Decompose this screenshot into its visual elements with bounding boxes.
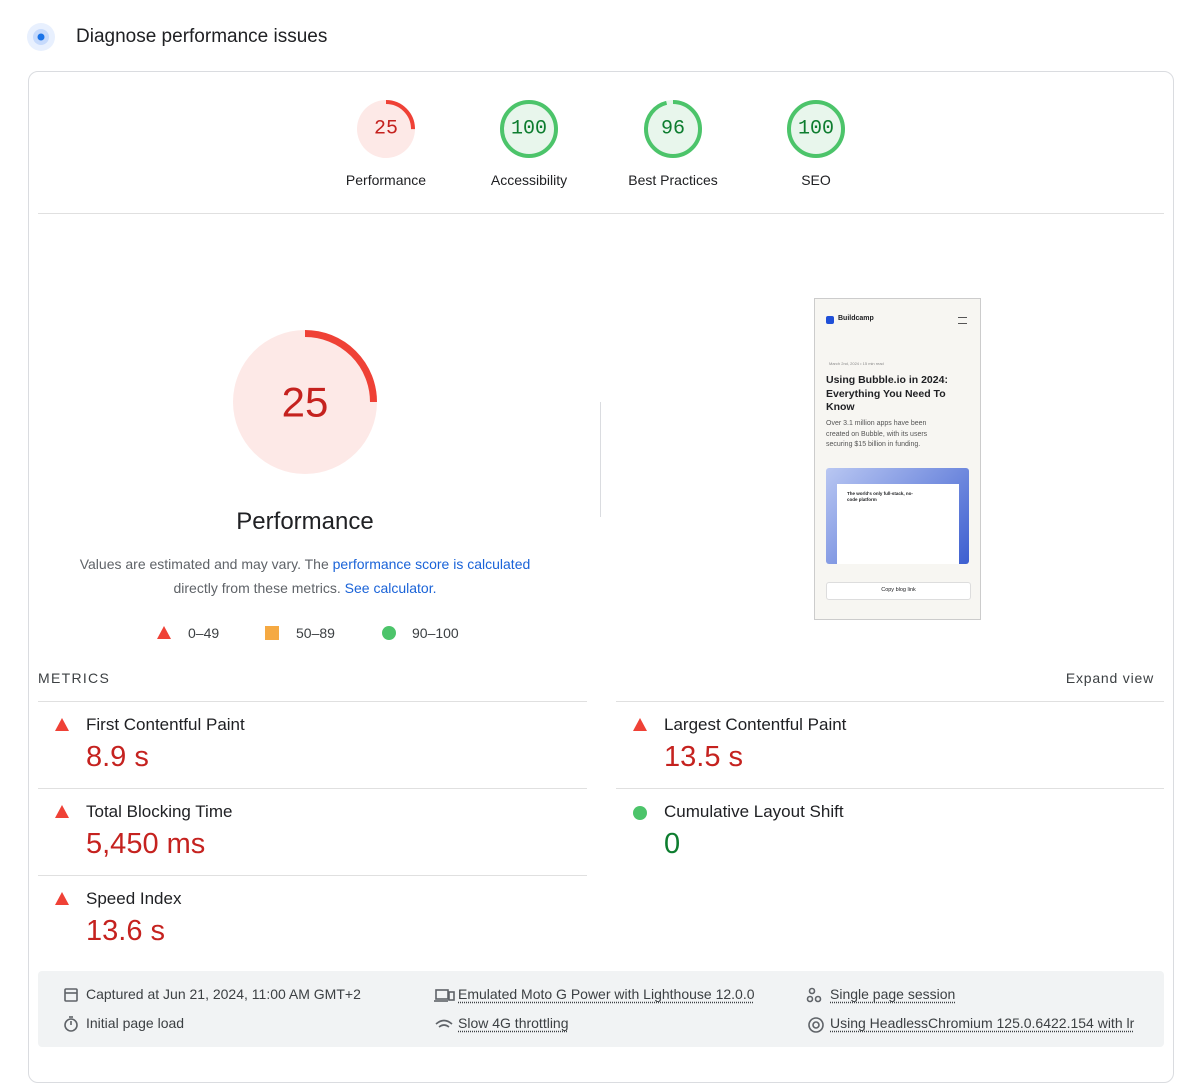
metric-value: 0 — [664, 828, 681, 860]
category-gauge: 96 — [644, 100, 702, 158]
metric-value: 13.5 s — [664, 741, 743, 773]
performance-gauge: 25 — [233, 330, 377, 474]
calculator-link[interactable]: See calculator. — [344, 580, 437, 596]
gauge-arc — [500, 100, 558, 158]
legend: 0–49 50–89 90–100 — [157, 625, 459, 641]
category-gauge: 25 — [357, 100, 415, 158]
expand-view[interactable]: Expand view — [1065, 670, 1154, 686]
metric-name: Total Blocking Time — [86, 802, 233, 821]
gauge-arc — [644, 100, 702, 158]
legend-label: 90–100 — [412, 625, 459, 641]
footer-item: Single page session — [830, 986, 956, 1002]
menu-icon — [958, 317, 967, 324]
category-gauge: 100 — [500, 100, 558, 158]
header-icon — [27, 23, 55, 51]
brand: Buildcamp — [838, 315, 874, 322]
gauge-score: 100 — [798, 118, 834, 141]
performance-title: Performance — [236, 508, 374, 535]
gauge-arc — [233, 330, 377, 474]
description-text: Values are estimated and may vary. The — [79, 556, 329, 572]
metric-divider — [616, 701, 1164, 702]
post-meta: March 2nd, 2024 • 15 min read — [829, 361, 884, 366]
category-label: Performance — [345, 172, 427, 188]
gauge-arc — [787, 100, 845, 158]
metric-icon — [55, 718, 69, 731]
footer-item: Slow 4G throttling — [458, 1015, 569, 1031]
legend-circle — [382, 626, 396, 640]
metric-value: 8.9 s — [86, 741, 149, 773]
gauge-fill — [787, 100, 845, 158]
fail-icon — [55, 805, 69, 818]
metric-divider — [38, 875, 587, 876]
metric-value: 13.6 s — [86, 915, 165, 947]
fail-icon — [633, 718, 647, 731]
hero-text: The world's only full-stack, no-code pla… — [847, 491, 913, 502]
copy-button-label: Copy blog link — [881, 587, 916, 593]
footer-icons — [64, 987, 824, 1033]
metric-name: Speed Index — [86, 889, 182, 908]
footer-item: Captured at Jun 21, 2024, 11:00 AM GMT+2 — [86, 986, 361, 1002]
fail-icon — [55, 892, 69, 905]
category-gauge: 100 — [787, 100, 845, 158]
score-link[interactable]: performance score is calculated — [332, 556, 531, 572]
gauge-fill — [233, 330, 377, 474]
gauge-score: 25 — [282, 379, 329, 426]
pass-icon — [633, 806, 647, 820]
page-screenshot: Buildcamp March 2nd, 2024 • 15 min read … — [814, 298, 981, 620]
legend-triangle — [157, 626, 171, 639]
metrics-title: METRICS — [38, 670, 111, 686]
post-summary: Over 3.1 million apps have been created … — [826, 420, 928, 448]
metric-icon — [633, 806, 647, 820]
metric-divider — [38, 701, 587, 702]
divider — [38, 213, 1164, 214]
metric-divider — [38, 788, 587, 789]
fail-icon — [55, 718, 69, 731]
gauge-fill — [500, 100, 558, 158]
gauge-arc — [357, 100, 415, 158]
header-title: Diagnose performance issues — [76, 26, 328, 47]
hero-panel — [837, 484, 959, 564]
footer-item: Emulated Moto G Power with Lighthouse 12… — [458, 986, 755, 1002]
gauge-score: 96 — [661, 118, 685, 141]
gauge-fill — [357, 100, 415, 158]
footer — [38, 971, 1164, 1047]
metric-divider — [616, 788, 1164, 789]
page: Diagnose performance issues 25 Performanc… — [27, 23, 1174, 1083]
description-text: directly from these metrics. — [173, 580, 341, 596]
metric-name: Cumulative Layout Shift — [664, 802, 844, 821]
category-label: Accessibility — [490, 172, 568, 188]
post-heading: Using Bubble.io in 2024: Everything You … — [826, 374, 948, 413]
metric-icon — [633, 718, 647, 731]
footer-item: Initial page load — [86, 1015, 185, 1031]
gauge-score: 100 — [511, 118, 547, 141]
metric-value: 5,450 ms — [86, 828, 206, 860]
category-label: Best Practices — [628, 172, 718, 188]
copy-button — [826, 582, 971, 600]
category-label: SEO — [801, 172, 831, 188]
metric-name: Largest Contentful Paint — [664, 715, 847, 734]
legend-label: 0–49 — [188, 625, 219, 641]
divider — [600, 402, 601, 517]
metric-name: First Contentful Paint — [86, 715, 245, 734]
legend-label: 50–89 — [296, 625, 335, 641]
footer-item: Using HeadlessChromium 125.0.6422.154 wi… — [830, 1015, 1135, 1031]
gauge-score: 25 — [374, 118, 398, 141]
metric-icon — [55, 892, 69, 905]
brand-logo — [826, 316, 834, 324]
gauge-fill — [644, 100, 702, 158]
legend-square — [265, 626, 279, 640]
description: Values are estimated and may vary. The p… — [40, 552, 570, 600]
metric-icon — [55, 805, 69, 818]
